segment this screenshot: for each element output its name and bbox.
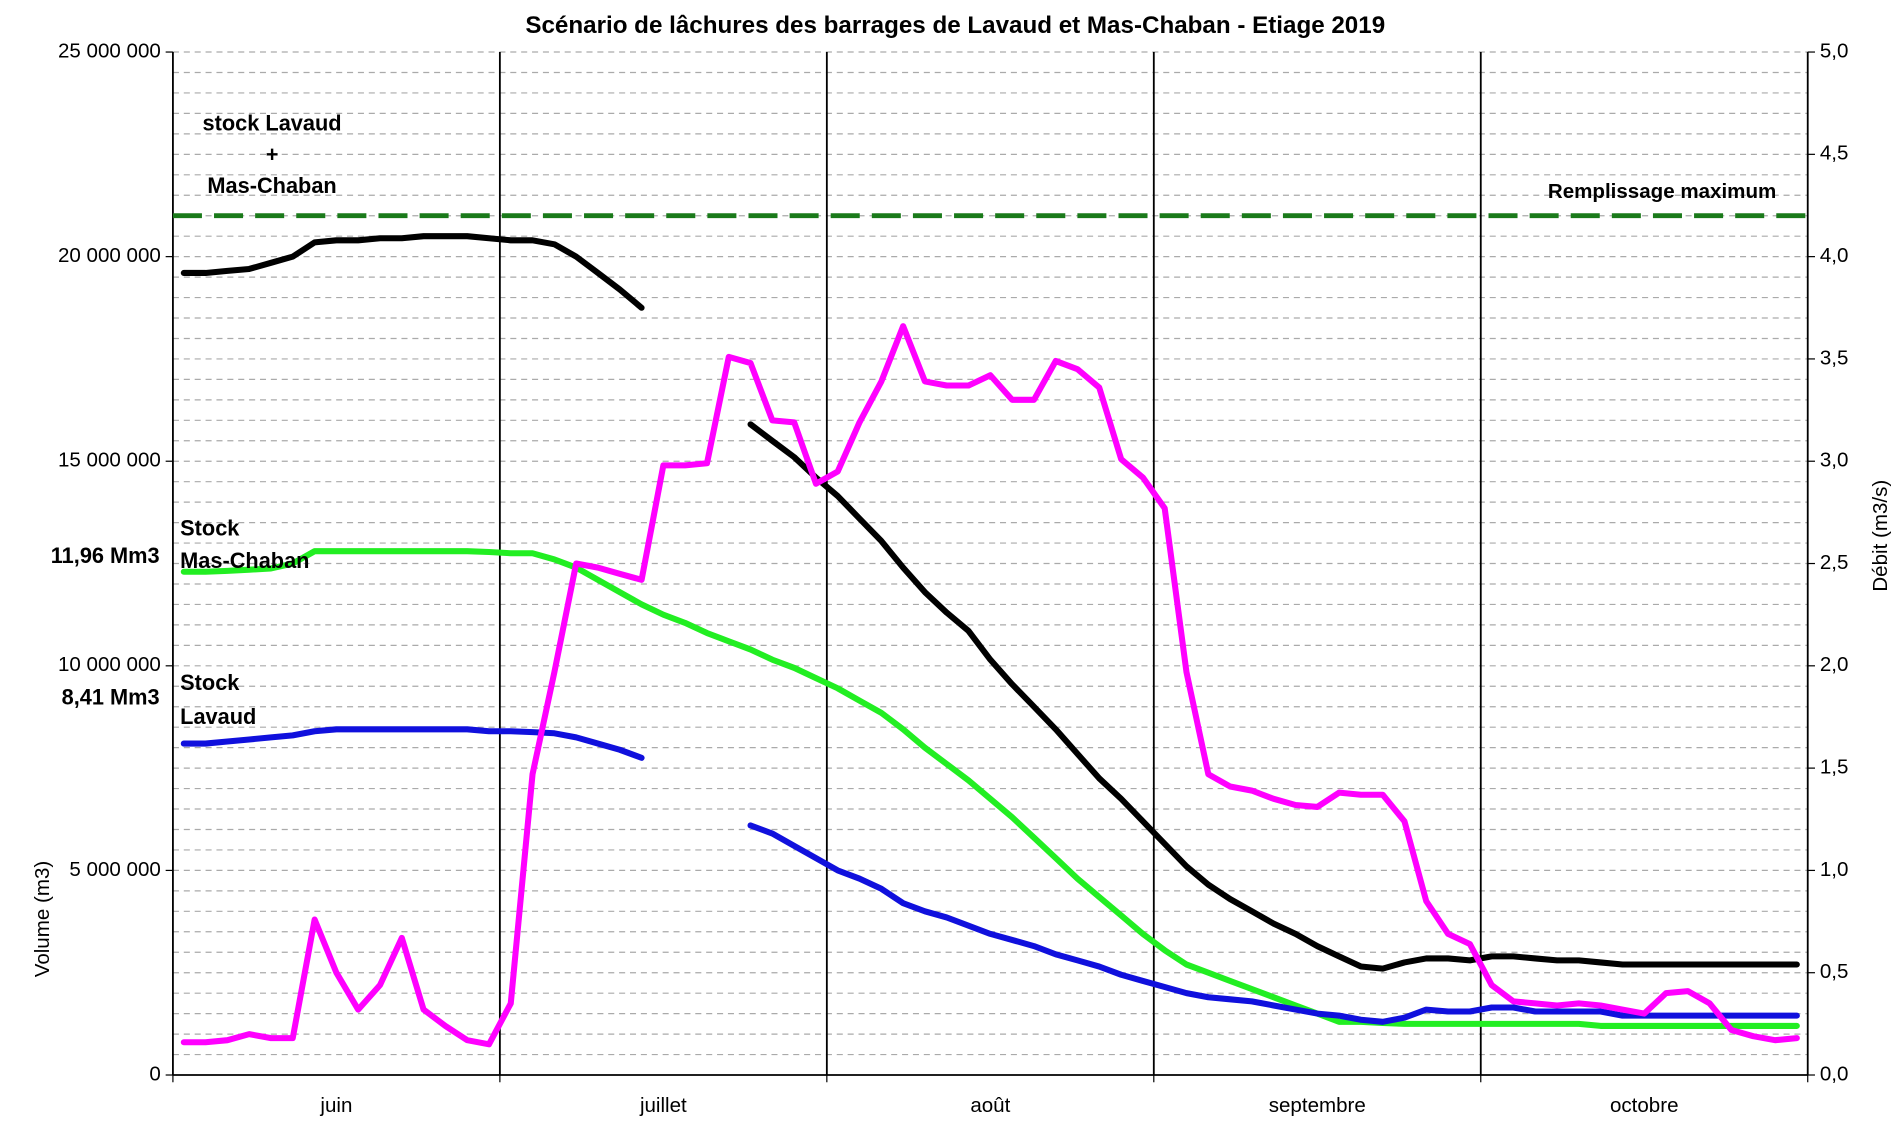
series-line xyxy=(180,726,1800,1025)
annotation: Lavaud xyxy=(180,704,256,729)
x-tick-label: août xyxy=(970,1094,1010,1117)
y2-tick-label: 0,5 xyxy=(1820,960,1849,983)
chart-title: Scénario de lâchures des barrages de Lav… xyxy=(525,12,1385,39)
annotation: + xyxy=(266,142,279,167)
series-line xyxy=(180,548,1800,1029)
annotation: Mas-Chaban xyxy=(180,548,309,573)
y2-tick-label: 2,5 xyxy=(1820,551,1849,574)
annotation: Stock xyxy=(180,515,240,540)
y2-axis-label: Débit (m3/s) xyxy=(1869,480,1892,592)
y2-tick-label: 1,0 xyxy=(1820,858,1849,881)
y-tick-label: 0 xyxy=(149,1062,160,1085)
y2-tick-label: 5,0 xyxy=(1820,39,1849,62)
reference-label: Remplissage maximum xyxy=(1548,180,1776,203)
x-tick-label: juillet xyxy=(639,1094,687,1117)
x-tick-label: octobre xyxy=(1610,1094,1679,1117)
y2-tick-label: 3,5 xyxy=(1820,346,1849,369)
y2-tick-label: 1,5 xyxy=(1820,756,1849,779)
y2-tick-label: 4,0 xyxy=(1820,244,1849,267)
annotation: 8,41 Mm3 xyxy=(62,685,160,710)
y-tick-label: 5 000 000 xyxy=(69,858,160,881)
y-tick-label: 20 000 000 xyxy=(58,244,161,267)
y-tick-label: 15 000 000 xyxy=(58,449,161,472)
annotation: Mas-Chaban xyxy=(207,173,336,198)
series-line xyxy=(180,233,1800,972)
annotation: Stock xyxy=(180,670,240,695)
y2-tick-label: 4,5 xyxy=(1820,142,1849,165)
x-tick-label: septembre xyxy=(1269,1094,1366,1117)
annotation: 11,96 Mm3 xyxy=(51,543,160,568)
y-axis-label: Volume (m3) xyxy=(31,861,54,977)
y2-tick-label: 0,0 xyxy=(1820,1062,1849,1085)
y-tick-label: 10 000 000 xyxy=(58,653,161,676)
y2-tick-label: 2,0 xyxy=(1820,653,1849,676)
annotation: stock Lavaud xyxy=(203,110,342,135)
series-line xyxy=(180,323,1800,1048)
y2-tick-label: 3,0 xyxy=(1820,449,1849,472)
x-tick-label: juin xyxy=(319,1094,352,1117)
y-tick-label: 25 000 000 xyxy=(58,39,161,62)
